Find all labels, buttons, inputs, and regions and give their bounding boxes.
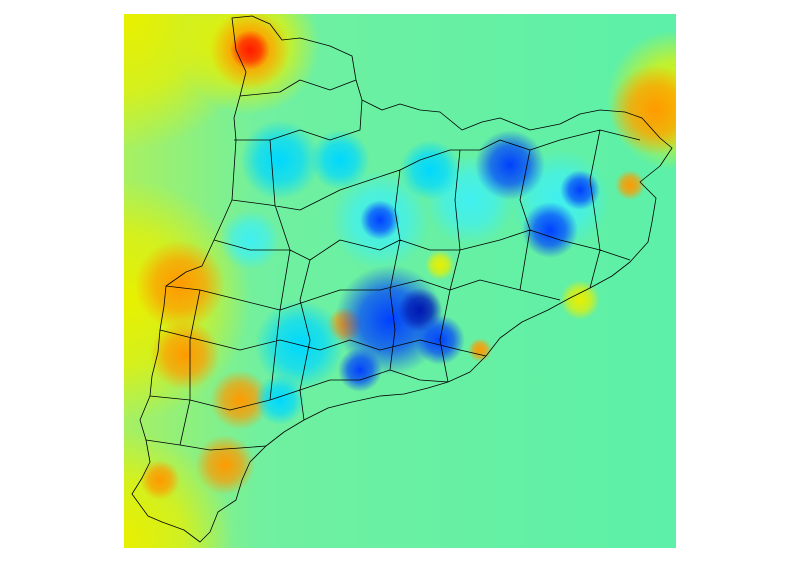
heat-spot: [468, 338, 492, 362]
heat-spot: [475, 130, 545, 200]
heat-spot: [310, 130, 370, 190]
heat-spot: [425, 250, 455, 280]
heat-spot: [240, 120, 320, 200]
heat-spot: [124, 430, 234, 548]
heat-spot: [560, 280, 600, 320]
outline: [131, 15, 673, 543]
heatmap: [124, 14, 676, 548]
heat-spot: [400, 140, 460, 200]
heat-spot: [560, 170, 600, 210]
heat-spot: [220, 210, 280, 270]
heat-spot: [522, 202, 578, 258]
heat-spot: [195, 435, 255, 495]
heat-spot: [135, 240, 225, 330]
heat-spot: [610, 65, 676, 155]
heat-spot: [338, 348, 382, 392]
region-borders: [131, 15, 673, 543]
heat-spot: [615, 170, 645, 200]
county-border: [145, 79, 641, 451]
heat-spot: [255, 375, 305, 425]
heat-spot: [360, 200, 400, 240]
heat-spot: [230, 30, 270, 70]
heat-spot: [140, 460, 180, 500]
heatmap-blobs: [124, 14, 676, 548]
heat-spot: [150, 320, 220, 390]
heat-spot: [210, 370, 270, 430]
